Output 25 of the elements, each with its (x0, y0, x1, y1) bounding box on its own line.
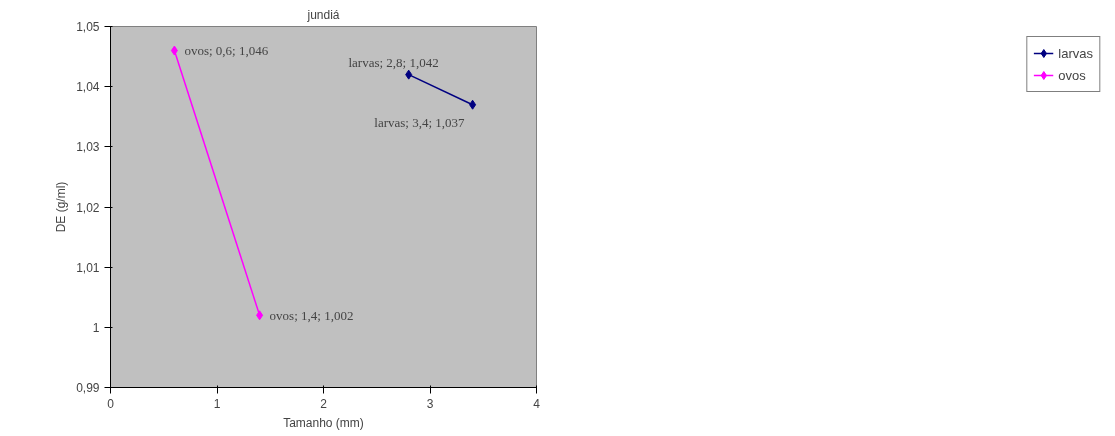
y-tick-label: 0,99 (76, 381, 100, 395)
data-label: ovos; 1,4; 1,002 (269, 307, 354, 323)
point (256, 310, 264, 321)
x-tick-label: 4 (533, 396, 541, 411)
data-label: larvas; 3,4; 1,037 (374, 115, 466, 131)
y-tick-label: 1,03 (76, 140, 100, 155)
y-tick-label: 1,01 (76, 260, 100, 275)
y-tick-label: 1,04 (76, 80, 100, 95)
point (170, 45, 178, 56)
x-tick-label: 2 (320, 396, 328, 411)
y-tick-label: 1,02 (76, 200, 100, 215)
point (405, 69, 413, 80)
x-tick-label: 1 (213, 396, 221, 411)
legend-label: ovos (1058, 67, 1086, 83)
data-label: ovos; 0,6; 1,046 (184, 43, 269, 59)
chart-title: jundiá (306, 7, 340, 22)
legend-label: larvas (1058, 45, 1093, 61)
x-tick-label: 3 (426, 396, 434, 411)
point (469, 99, 477, 110)
data-label: larvas; 2,8; 1,042 (348, 55, 439, 71)
x-tick-label: 0 (107, 396, 115, 411)
y-axis-title: DE (g/ml) (54, 181, 69, 233)
x-axis-title: Tamanho (mm) (283, 415, 364, 430)
y-tick-label: 1 (92, 320, 100, 335)
y-tick-label: 1,05 (76, 20, 100, 34)
